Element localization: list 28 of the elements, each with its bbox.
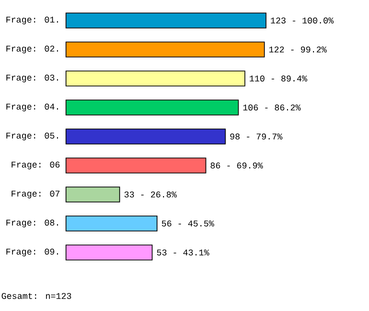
- data-label: 53 - 43.1%: [156, 249, 210, 256]
- y-tick-label: Frage: 03.: [6, 74, 58, 82]
- bar: [66, 12, 266, 28]
- bar: [66, 158, 206, 174]
- data-label: 122 - 99.2%: [269, 46, 327, 52]
- bar: [66, 42, 265, 58]
- data-label: 86 - 69.9%: [210, 162, 263, 168]
- y-tick-label: Frage: 09.: [6, 248, 58, 256]
- bar: [66, 128, 226, 144]
- data-label: 110 - 89.4%: [250, 76, 308, 82]
- bar: [66, 186, 120, 202]
- y-tick-label: Frage: 06: [12, 162, 60, 170]
- data-label: 106 - 86.2%: [243, 104, 301, 110]
- data-label: 98 - 79.7%: [230, 134, 282, 140]
- bar: [66, 216, 158, 232]
- bar: [66, 70, 246, 86]
- data-label: 33 - 26.8%: [124, 192, 177, 198]
- data-label: 56 - 45.5%: [162, 220, 214, 226]
- y-tick-label: Frage: 01.: [6, 16, 58, 24]
- bar: [66, 244, 153, 260]
- text: Gesamt: n=123: [2, 292, 72, 299]
- y-tick-label: Frage: 05.: [6, 132, 58, 140]
- bar: [66, 100, 239, 116]
- y-tick-label: Frage: 02.: [6, 46, 58, 54]
- y-tick-label: Frage: 08.: [6, 220, 58, 228]
- y-tick-label: Frage: 04.: [6, 104, 58, 112]
- y-tick-label: Frage: 07: [12, 190, 60, 198]
- data-label: 123 - 100.0%: [270, 18, 334, 24]
